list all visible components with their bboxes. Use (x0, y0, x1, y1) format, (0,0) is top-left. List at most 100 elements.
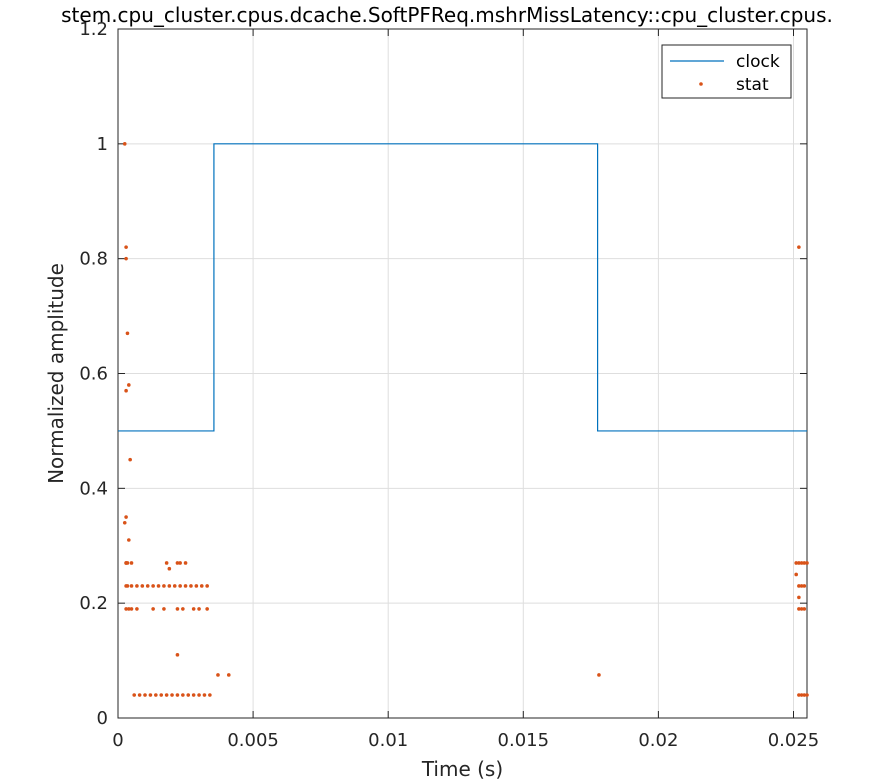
data-point-stat (135, 584, 139, 588)
data-point-stat (175, 693, 180, 697)
y-axis: 0 0.2 0.4 0.6 0.8 1 1.2 (79, 19, 807, 729)
data-point-stat (124, 388, 128, 393)
data-point-stat (799, 584, 804, 588)
data-point-stat (164, 693, 169, 697)
y-axis-label: Normalized amplitude (44, 263, 68, 484)
data-point-stat (159, 693, 164, 697)
x-tick-label: 0 (112, 730, 123, 751)
data-point-stat (189, 584, 193, 588)
data-point-stat (197, 693, 201, 697)
data-point-stat (797, 245, 801, 249)
data-point-stat (191, 693, 196, 697)
data-point-stat (216, 673, 220, 677)
data-point-stat (145, 584, 150, 588)
data-point-stat (128, 457, 132, 462)
data-point-stat (135, 607, 139, 611)
data-point-stat (127, 607, 131, 611)
data-point-stat (597, 673, 601, 677)
data-point-stat (162, 584, 166, 588)
data-point-stat (122, 520, 127, 525)
data-point-stat (129, 561, 134, 565)
data-point-stat (797, 693, 801, 697)
data-point-stat (170, 693, 174, 697)
data-point-stat (194, 584, 199, 588)
data-point-stat (802, 693, 807, 697)
x-tick-label: 0.02 (638, 730, 678, 751)
y-tick-label: 1.2 (79, 19, 108, 40)
data-point-stat (797, 607, 801, 611)
series-layer (118, 142, 809, 697)
legend-label-stat: stat (736, 75, 769, 95)
data-point-stat (124, 515, 128, 519)
data-point-stat (799, 561, 804, 565)
data-point-stat (186, 693, 191, 697)
data-point-stat (151, 607, 155, 611)
data-point-stat (124, 245, 128, 249)
data-point-stat (151, 584, 155, 588)
y-tick-label: 0.4 (79, 478, 108, 499)
data-point-stat (175, 561, 180, 565)
data-point-stat (132, 693, 137, 697)
x-tick-label: 0.015 (498, 730, 550, 751)
data-point-stat (205, 607, 209, 611)
data-point-stat (183, 561, 188, 565)
data-point-stat (162, 607, 166, 611)
data-point-stat (208, 693, 212, 697)
data-point-stat (137, 693, 142, 697)
data-point-stat (124, 256, 128, 261)
series-line-clock (118, 143, 807, 432)
data-point-stat (143, 693, 147, 697)
data-point-stat (191, 607, 196, 611)
y-tick-label: 0 (97, 708, 108, 729)
x-axis: 0 0.005 0.01 0.015 0.02 0.025 (112, 29, 819, 751)
data-point-stat (799, 607, 804, 611)
data-point-stat (205, 584, 209, 588)
data-point-stat (156, 584, 161, 588)
data-point-stat (154, 693, 158, 697)
data-point-stat (129, 607, 134, 611)
data-point-stat (178, 561, 182, 565)
data-point-stat (124, 584, 128, 588)
data-point-stat (799, 693, 804, 697)
data-point-stat (148, 693, 153, 697)
data-point-stat (178, 584, 182, 588)
data-point-stat (805, 693, 809, 697)
data-point-stat (202, 693, 207, 697)
x-axis-label: Time (s) (421, 757, 503, 781)
data-point-stat (805, 561, 809, 565)
y-tick-label: 1 (97, 134, 108, 155)
data-point-stat (129, 584, 134, 588)
data-point-stat (127, 538, 131, 542)
data-point-stat (226, 673, 231, 677)
data-point-stat (127, 383, 131, 387)
data-point-stat (167, 584, 172, 588)
data-point-stat (167, 566, 172, 571)
data-point-stat (181, 607, 185, 611)
data-point-stat (125, 331, 130, 336)
data-point-stat (199, 584, 204, 588)
x-tick-label: 0.025 (768, 730, 820, 751)
data-point-stat (175, 607, 180, 611)
data-point-stat (802, 584, 807, 588)
data-point-stat (124, 607, 128, 611)
data-point-stat (122, 142, 127, 146)
data-point-stat (802, 561, 807, 565)
data-point-stat (164, 561, 169, 565)
data-point-stat (797, 595, 801, 600)
data-point-stat (140, 584, 145, 588)
data-point-stat (197, 607, 201, 611)
data-point-stat (181, 693, 185, 697)
y-tick-label: 0.2 (79, 593, 108, 614)
data-point-stat (802, 607, 807, 611)
legend-label-clock: clock (736, 52, 780, 72)
data-point-stat (797, 561, 801, 565)
y-tick-label: 0.6 (79, 364, 108, 385)
x-tick-label: 0.005 (227, 730, 279, 751)
data-point-stat (794, 572, 798, 577)
legend-box (661, 44, 792, 99)
y-tick-label: 0.8 (79, 249, 108, 270)
data-point-stat (797, 584, 801, 588)
legend: clock stat (661, 44, 792, 99)
data-point-stat (172, 584, 177, 588)
